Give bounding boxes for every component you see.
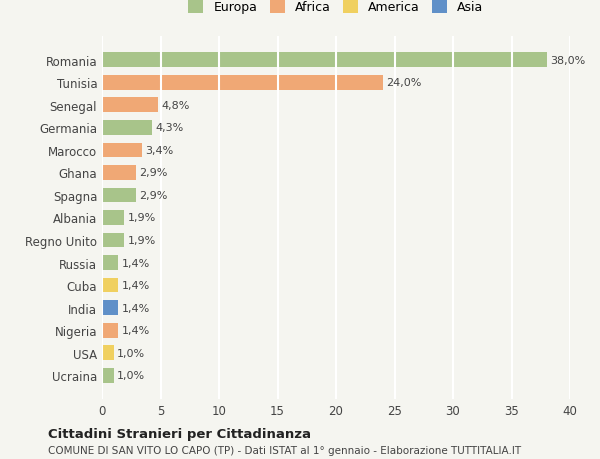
Bar <box>102 53 547 68</box>
Text: 2,9%: 2,9% <box>139 168 168 178</box>
Text: Cittadini Stranieri per Cittadinanza: Cittadini Stranieri per Cittadinanza <box>48 427 311 440</box>
Bar <box>102 323 118 338</box>
Bar <box>102 368 114 383</box>
Bar <box>102 121 152 135</box>
Bar <box>102 211 124 225</box>
Text: 24,0%: 24,0% <box>386 78 422 88</box>
Text: 1,4%: 1,4% <box>122 258 150 268</box>
Text: 2,9%: 2,9% <box>139 190 168 201</box>
Bar <box>102 188 136 203</box>
Text: 3,4%: 3,4% <box>145 146 173 156</box>
Text: 1,4%: 1,4% <box>122 325 150 336</box>
Text: 38,0%: 38,0% <box>550 56 586 66</box>
Legend: Europa, Africa, America, Asia: Europa, Africa, America, Asia <box>184 0 488 19</box>
Bar <box>102 256 118 270</box>
Text: 4,8%: 4,8% <box>161 101 190 111</box>
Text: 1,9%: 1,9% <box>128 235 156 246</box>
Text: 1,0%: 1,0% <box>117 348 145 358</box>
Text: 1,0%: 1,0% <box>117 370 145 381</box>
Text: 1,4%: 1,4% <box>122 280 150 291</box>
Bar <box>102 278 118 293</box>
Text: 4,3%: 4,3% <box>156 123 184 133</box>
Bar <box>102 98 158 113</box>
Bar <box>102 346 114 360</box>
Bar <box>102 233 124 248</box>
Bar <box>102 143 142 158</box>
Bar <box>102 76 383 90</box>
Text: COMUNE DI SAN VITO LO CAPO (TP) - Dati ISTAT al 1° gennaio - Elaborazione TUTTIT: COMUNE DI SAN VITO LO CAPO (TP) - Dati I… <box>48 445 521 455</box>
Bar <box>102 166 136 180</box>
Text: 1,9%: 1,9% <box>128 213 156 223</box>
Text: 1,4%: 1,4% <box>122 303 150 313</box>
Bar <box>102 301 118 315</box>
